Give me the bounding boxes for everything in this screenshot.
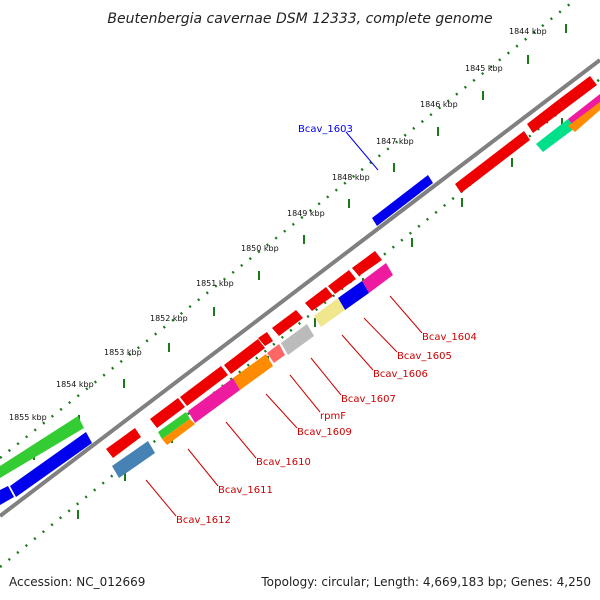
gene-bcav-1611[interactable] [158, 412, 190, 439]
gene-label[interactable]: Bcav_1607 [341, 394, 396, 405]
scale-label: 1850 kbp [241, 244, 279, 253]
inner-scale-line [0, 78, 600, 568]
genome-backbone [0, 58, 600, 518]
scale-label: 1854 kbp [56, 380, 94, 389]
scale-labels: 1844 kbp 1845 kbp 1846 kbp 1847 kbp 1848… [9, 27, 547, 422]
reverse-genes [0, 94, 600, 505]
scale-label: 1849 kbp [287, 209, 325, 218]
scale-label: 1848 kbp [332, 173, 370, 182]
gene-arrow[interactable] [328, 270, 356, 294]
leader-lines [145, 131, 423, 517]
major-ticks [33, 24, 567, 460]
gene-bcav-1610[interactable] [188, 378, 240, 423]
gene-label[interactable]: Bcav_1603 [298, 124, 353, 135]
gene-rpmf[interactable] [267, 344, 285, 363]
gene-label[interactable]: Bcav_1610 [256, 457, 311, 468]
outer-scale-line [0, 0, 577, 459]
gene-arrow[interactable] [455, 131, 530, 193]
gene-label[interactable]: Bcav_1612 [176, 515, 231, 526]
gene-label[interactable]: Bcav_1605 [397, 351, 452, 362]
gene-arrow[interactable] [568, 94, 600, 128]
map-title: Beutenbergia cavernae DSM 12333, complet… [107, 11, 492, 27]
gene-arrow[interactable] [527, 100, 565, 133]
gene-bcav-1605[interactable] [338, 281, 369, 310]
gene-bcav-1604[interactable] [362, 263, 393, 293]
gene-arrow[interactable] [568, 102, 600, 132]
gene-label[interactable]: Bcav_1604 [422, 332, 477, 343]
scale-label: 1852 kbp [150, 314, 188, 323]
gene-bcav-1609[interactable] [233, 354, 273, 390]
gene-arrow[interactable] [272, 310, 303, 336]
accession-label: Accession: NC_012669 [9, 575, 145, 589]
gene-arrow[interactable] [258, 332, 273, 346]
gene-arrow[interactable] [106, 428, 141, 458]
gene-label[interactable]: rpmF [320, 411, 346, 422]
genome-summary: Topology: circular; Length: 4,669,183 bp… [260, 575, 591, 589]
gene-label[interactable]: Bcav_1611 [218, 485, 273, 496]
gene-arrow[interactable] [558, 76, 597, 109]
gene-bcav-1606[interactable] [314, 298, 345, 327]
gene-arrow[interactable] [180, 366, 228, 406]
gene-arrow[interactable] [536, 119, 575, 152]
scale-label: 1845 kbp [465, 64, 503, 73]
scale-label: 1853 kbp [104, 348, 142, 357]
gene-bcav-1607[interactable] [281, 324, 314, 355]
gene-arrow[interactable] [10, 432, 92, 497]
gene-label[interactable]: Bcav_1609 [297, 427, 352, 438]
gene-arrow[interactable] [0, 486, 14, 505]
scale-label: 1855 kbp [9, 413, 47, 422]
gene-arrow[interactable] [224, 339, 265, 374]
gene-labels: Bcav_1603 Bcav_1604 Bcav_1605 Bcav_1606 … [176, 124, 477, 526]
scale-label: 1844 kbp [509, 27, 547, 36]
gene-bcav-1612[interactable] [112, 441, 155, 478]
scale-label: 1847 kbp [376, 137, 414, 146]
gene-arrow[interactable] [305, 287, 333, 311]
forward-genes [0, 76, 597, 478]
gene-arrow[interactable] [352, 251, 382, 276]
gene-arrow[interactable] [0, 416, 84, 478]
gene-bcav-1603[interactable] [372, 175, 433, 226]
gene-arrow[interactable] [162, 419, 195, 445]
scale-label: 1851 kbp [196, 279, 234, 288]
gene-arrow[interactable] [150, 398, 185, 428]
scale-label: 1846 kbp [420, 100, 458, 109]
gene-label[interactable]: Bcav_1606 [373, 369, 428, 380]
